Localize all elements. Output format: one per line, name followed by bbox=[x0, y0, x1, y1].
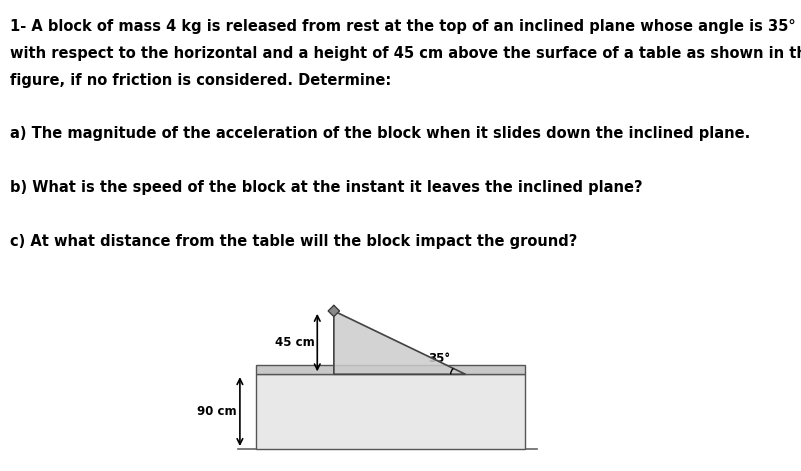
Polygon shape bbox=[334, 311, 465, 374]
Text: 1- A block of mass 4 kg is released from rest at the top of an inclined plane wh: 1- A block of mass 4 kg is released from… bbox=[10, 19, 795, 34]
Text: 35°: 35° bbox=[428, 352, 450, 365]
Polygon shape bbox=[328, 305, 340, 317]
Text: c) At what distance from the table will the block impact the ground?: c) At what distance from the table will … bbox=[10, 234, 577, 249]
Text: b) What is the speed of the block at the instant it leaves the inclined plane?: b) What is the speed of the block at the… bbox=[10, 180, 642, 195]
Text: 90 cm: 90 cm bbox=[197, 405, 237, 418]
Bar bbox=[256, 374, 525, 449]
Text: 45 cm: 45 cm bbox=[275, 336, 314, 349]
Text: figure, if no friction is considered. Determine:: figure, if no friction is considered. De… bbox=[10, 73, 391, 88]
Bar bbox=[256, 365, 525, 374]
Text: a) The magnitude of the acceleration of the block when it slides down the inclin: a) The magnitude of the acceleration of … bbox=[10, 126, 750, 141]
Text: with respect to the horizontal and a height of 45 cm above the surface of a tabl: with respect to the horizontal and a hei… bbox=[10, 46, 801, 61]
